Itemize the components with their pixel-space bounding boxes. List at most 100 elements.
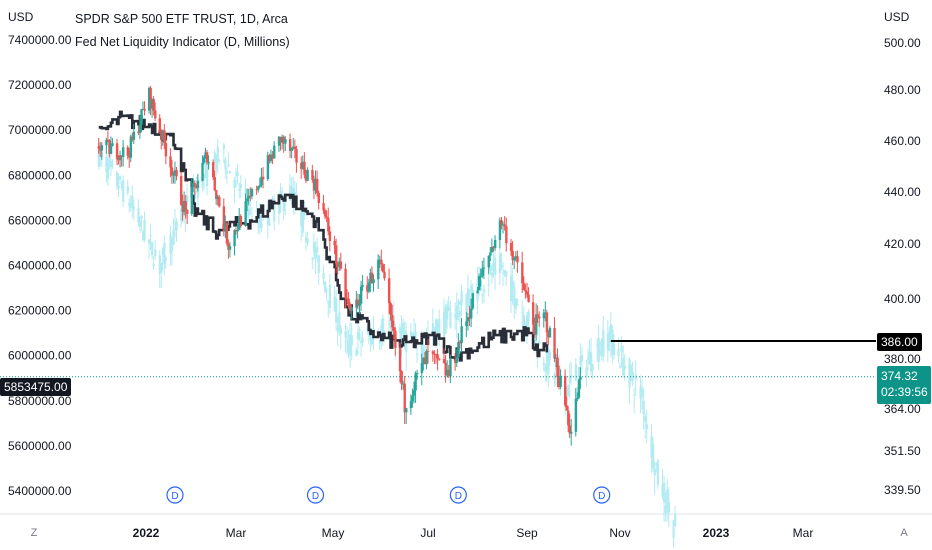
price-candle-down	[234, 230, 238, 232]
liquidity-candle	[148, 239, 151, 244]
liquidity-candle	[494, 257, 497, 275]
price-candle-down	[225, 223, 229, 244]
series-title[interactable]: SPDR S&P 500 ETF TRUST, 1D, Arca	[75, 12, 288, 26]
price-candle-up	[411, 395, 414, 402]
price-candle-down	[468, 317, 471, 319]
price-candle-down	[339, 261, 343, 269]
liquidity-candle	[260, 222, 263, 229]
price-candle-up	[455, 357, 459, 363]
price-candle-down	[381, 264, 385, 272]
liquidity-candle	[513, 286, 516, 307]
x-axis-tick-label: 2023	[703, 526, 730, 540]
left-axis-unit: USD	[8, 10, 34, 24]
price-candle-down	[547, 332, 550, 338]
liquidity-candle	[380, 325, 383, 342]
price-candle-down	[99, 148, 102, 151]
liquidity-candle	[327, 300, 330, 303]
liquidity-candle	[258, 211, 262, 228]
right-axis-tick-label: 460.00	[884, 134, 921, 148]
liquidity-candle	[204, 165, 207, 168]
liquidity-candle	[378, 340, 381, 344]
price-candle-down	[164, 142, 168, 157]
liquidity-candle	[612, 342, 616, 356]
indicator-title[interactable]: Fed Net Liquidity Indicator (D, Millions…	[75, 35, 290, 49]
liquidity-candle	[568, 375, 571, 383]
price-candle-down	[311, 170, 314, 180]
liquidity-candle	[172, 230, 175, 245]
liquidity-candle	[403, 330, 406, 338]
zoom-toggle-button[interactable]: Z	[30, 527, 38, 539]
price-candle-down	[521, 262, 524, 284]
liquidity-candle	[186, 195, 189, 202]
price-candle-up	[574, 398, 578, 432]
liquidity-candle	[225, 171, 229, 174]
price-candle-down	[195, 184, 198, 189]
x-axis-tick-label: Sep	[516, 526, 538, 540]
liquidity-candle	[570, 374, 573, 378]
liquidity-candle	[631, 371, 634, 381]
price-candle-down	[333, 240, 336, 246]
dividend-marker-label: D	[598, 491, 605, 502]
liquidity-line	[98, 110, 549, 362]
price-candle-down	[295, 148, 298, 163]
price-candle-down	[213, 177, 216, 191]
level-price-tag: 386.00	[877, 333, 922, 351]
price-candle-up	[481, 268, 484, 276]
price-candle-down	[492, 246, 495, 249]
price-candle-down	[392, 327, 396, 331]
liquidity-candle	[336, 328, 339, 333]
price-candle-up	[105, 139, 108, 146]
liquidity-candle	[642, 401, 645, 415]
liquidity-candle	[206, 162, 209, 186]
price-candle-up	[129, 136, 133, 158]
liquidity-candle	[577, 367, 581, 383]
liquidity-candle	[116, 172, 119, 186]
price-candle-down	[349, 304, 352, 311]
price-candle-down	[279, 136, 282, 143]
price-candle-down	[356, 299, 360, 306]
price-candle-up	[257, 186, 260, 190]
price-candle-down	[152, 99, 155, 111]
price-candle-up	[138, 124, 142, 133]
right-axis-tick-label: 351.50	[884, 444, 921, 458]
x-axis-tick-label: Nov	[609, 526, 630, 540]
dividend-marker	[593, 486, 611, 504]
price-candle-up	[576, 397, 579, 399]
right-axis-tick-label: 400.00	[884, 292, 921, 306]
price-candle-up	[544, 312, 547, 314]
liquidity-candle	[175, 221, 178, 231]
liquidity-candle	[138, 220, 142, 227]
price-candle-up	[183, 201, 186, 212]
price-candle-down	[304, 174, 308, 181]
price-candle-up	[173, 170, 177, 175]
liquidity-candle	[255, 209, 258, 213]
price-candle-down	[169, 156, 172, 168]
liquidity-candle	[356, 331, 360, 340]
price-candle-down	[212, 162, 215, 178]
auto-scale-button[interactable]: A	[900, 527, 908, 539]
price-candle-down	[344, 268, 347, 299]
liquidity-candle	[457, 301, 460, 305]
price-candle-up	[460, 326, 463, 344]
price-candle-up	[490, 246, 494, 253]
liquidity-candle	[317, 255, 320, 273]
right-axis-tick-label: 440.00	[884, 185, 921, 199]
liquidity-candle	[213, 152, 216, 162]
price-candle-down	[205, 152, 209, 163]
price-candle-down	[115, 143, 119, 160]
liquidity-candle	[163, 242, 166, 265]
liquidity-candle	[97, 143, 100, 167]
liquidity-candle	[481, 293, 484, 295]
price-candle-down	[568, 425, 571, 434]
liquidity-candle	[433, 327, 436, 335]
liquidity-candle	[666, 489, 669, 508]
price-candle-down	[505, 226, 508, 244]
liquidity-candle	[656, 460, 659, 485]
price-candle-down	[181, 204, 184, 212]
price-candle-up	[301, 161, 305, 169]
liquidity-candle	[140, 216, 143, 219]
liquidity-candle	[236, 171, 239, 177]
liquidity-candle	[105, 157, 108, 172]
price-candle-down	[531, 302, 535, 325]
